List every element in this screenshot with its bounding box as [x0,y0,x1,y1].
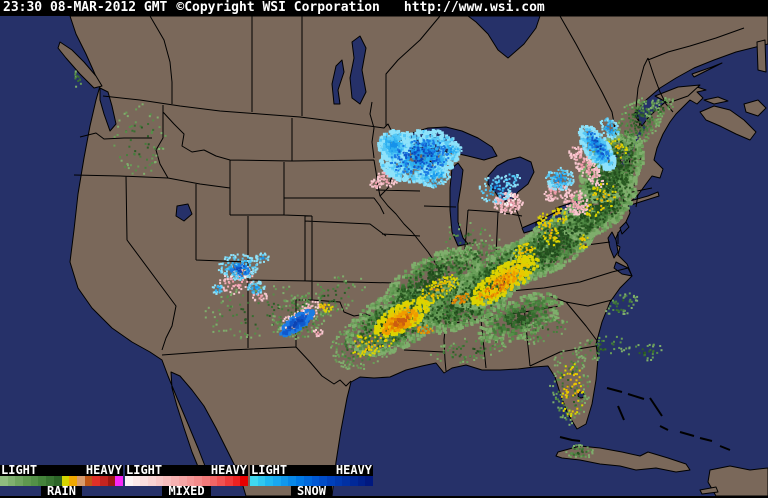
legend-color-step [194,476,202,486]
legend-color-step [265,476,274,486]
legend-color-step [53,476,62,486]
legend-color-step [163,476,172,486]
legend-snow: LIGHT HEAVY SNOW [250,463,373,497]
vancouver-island [57,41,103,89]
legend-mixed-scale: LIGHT HEAVY [125,463,248,477]
lake-huron [487,156,535,203]
legend-color-step [171,476,179,486]
legend-color-step [342,476,350,486]
legend-color-step [288,476,297,486]
hispaniola [707,465,768,496]
legend-color-step [209,476,218,486]
legend-color-step [334,476,343,486]
great-salt-lake [175,203,193,222]
legend-color-step [326,476,335,486]
legend-rain: LIGHT HEAVY RAIN [0,463,123,497]
legend-color-step [115,476,123,486]
legend-color-step [155,476,164,486]
header-bar: 23:30 08-MAR-2012 GMT ©Copyright WSI Cor… [0,0,768,16]
legend-color-step [273,476,281,486]
cape-breton [743,99,767,117]
legend-color-step [186,476,195,486]
jamaica [699,486,719,495]
legend-color-step [178,476,187,486]
precipitation-legend: LIGHT HEAVY RAIN LIGHT HEAVY MIXED LIGHT… [0,463,373,497]
legend-color-step [148,476,156,486]
legend-color-step [224,476,233,486]
legend-color-step [23,476,31,486]
rain-label: RAIN [41,485,82,497]
radar-precipitation-cells [74,70,674,459]
heavy-label: HEAVY [335,463,372,477]
legend-color-step [15,476,24,486]
legend-color-step [69,476,77,486]
anticosti [691,62,723,78]
pei [703,96,729,105]
legend-color-step [240,476,248,486]
heavy-label: HEAVY [210,463,247,477]
lake-michigan [449,162,469,247]
island-outlines [559,387,731,451]
legend-color-step [201,476,210,486]
legend-color-step [99,476,108,486]
legend-color-step [46,476,54,486]
legend-color-step [250,476,258,486]
legend-color-step [303,476,312,486]
legend-color-step [319,476,327,486]
light-label: LIGHT [126,463,163,477]
legend-color-step [311,476,320,486]
legend-rain-footer: RAIN [0,485,123,497]
legend-mixed: LIGHT HEAVY MIXED [125,463,248,497]
legend-color-step [365,476,373,486]
legend-color-step [84,476,93,486]
legend-snow-footer: SNOW [250,485,373,497]
legend-color-step [140,476,149,486]
chesapeake-bay [607,231,619,259]
newfoundland-edge [756,39,767,73]
legend-color-step [357,476,366,486]
heavy-label: HEAVY [85,463,122,477]
legend-color-step [217,476,225,486]
legend-color-step [38,476,47,486]
snow-label: SNOW [291,485,332,497]
legend-rain-scale: LIGHT HEAVY [0,463,123,477]
legend-color-step [107,476,116,486]
cuba [555,445,691,473]
snow-gradient [250,476,373,486]
url-text: http://www.wsi.com [403,0,545,15]
puget-sound [99,87,117,132]
legend-color-step [296,476,304,486]
legend-color-step [7,476,16,486]
legend-color-step [76,476,85,486]
mixed-gradient [125,476,248,486]
nova-scotia [699,105,757,141]
lake-manitoba [331,59,345,105]
legend-color-step [257,476,266,486]
legend-color-step [349,476,358,486]
legend-color-step [125,476,133,486]
legend-color-step [30,476,39,486]
legend-color-step [0,476,8,486]
light-label: LIGHT [251,463,288,477]
legend-color-step [232,476,241,486]
timestamp-text: 23:30 08-MAR-2012 GMT [3,0,168,15]
light-label: LIGHT [1,463,38,477]
legend-color-step [92,476,100,486]
rain-gradient [0,476,123,486]
legend-color-step [61,476,70,486]
copyright-text: ©Copyright WSI Corporation [176,0,380,15]
lake-winnipeg [349,35,367,105]
legend-mixed-footer: MIXED [125,485,248,497]
mixed-label: MIXED [162,485,211,497]
delaware-bay [619,221,630,235]
legend-color-step [132,476,141,486]
legend-snow-scale: LIGHT HEAVY [250,463,373,477]
legend-color-step [280,476,289,486]
james-bay [467,15,541,59]
